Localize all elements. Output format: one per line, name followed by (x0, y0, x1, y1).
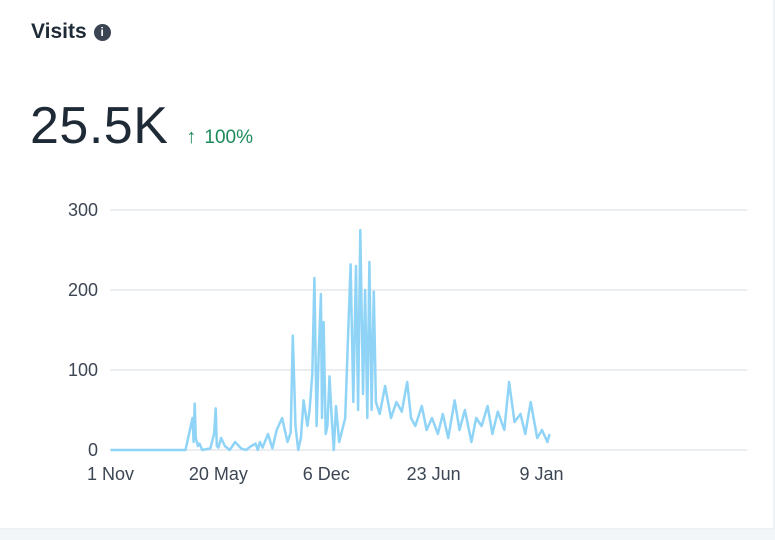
series-line (110, 228, 551, 452)
x-tick-label: 23 Jun (407, 464, 461, 484)
kpi-summary: 25.5K ↑ 100% (30, 96, 253, 156)
x-tick-label: 20 May (189, 464, 248, 484)
card-title: Visits (31, 20, 87, 43)
y-tick-label: 200 (68, 280, 98, 300)
visits-line-chart: 0 100 200 300 1 Nov 20 May 6 Dec 23 Jun 9 Jan (68, 200, 747, 484)
kpi-change-value: 100% (204, 127, 253, 148)
x-tick-label: 6 Dec (303, 464, 350, 484)
y-tick-label: 100 (68, 360, 98, 380)
x-tick-label: 9 Jan (519, 464, 563, 484)
card-header: Visits i (31, 20, 111, 44)
kpi-change: ↑ 100% (186, 126, 253, 149)
x-tick-label: 1 Nov (87, 464, 134, 484)
arrow-up-icon: ↑ (186, 126, 197, 148)
info-icon[interactable]: i (93, 23, 111, 41)
y-tick-label: 0 (88, 440, 98, 460)
y-tick-label: 300 (68, 200, 98, 220)
kpi-value: 25.5K (30, 97, 169, 155)
